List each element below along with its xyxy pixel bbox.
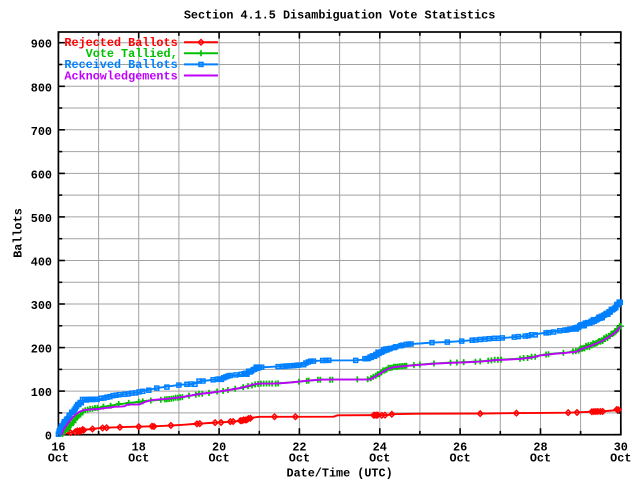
svg-text:30: 30 [614, 441, 628, 455]
svg-text:200: 200 [31, 343, 52, 357]
svg-text:Ballots: Ballots [12, 208, 26, 258]
svg-text:20: 20 [212, 441, 226, 455]
svg-text:100: 100 [31, 386, 52, 400]
svg-text:28: 28 [533, 441, 547, 455]
svg-text:900: 900 [31, 38, 52, 52]
svg-text:600: 600 [31, 168, 52, 182]
svg-text:18: 18 [132, 441, 146, 455]
svg-text:16: 16 [51, 441, 65, 455]
svg-text:300: 300 [31, 299, 52, 313]
svg-text:Rejected Ballots: Rejected Ballots [64, 36, 177, 50]
svg-text:Received Ballots: Received Ballots [64, 58, 177, 72]
svg-text:Vote Tallied,: Vote Tallied, [86, 47, 178, 61]
svg-text:Oct: Oct [449, 452, 470, 466]
svg-text:Date/Time (UTC): Date/Time (UTC) [286, 466, 392, 480]
svg-text:26: 26 [453, 441, 467, 455]
svg-text:Acknowledgements: Acknowledgements [64, 69, 177, 83]
svg-text:Oct: Oct [289, 452, 310, 466]
svg-text:Section 4.1.5 Disambiguation V: Section 4.1.5 Disambiguation Vote Statis… [184, 9, 496, 23]
svg-text:Oct: Oct [530, 452, 551, 466]
svg-text:500: 500 [31, 212, 52, 226]
svg-text:700: 700 [31, 125, 52, 139]
svg-text:800: 800 [31, 81, 52, 95]
svg-text:Oct: Oct [128, 452, 149, 466]
svg-text:Oct: Oct [48, 452, 69, 466]
svg-text:24: 24 [373, 441, 387, 455]
svg-text:22: 22 [292, 441, 306, 455]
svg-text:Oct: Oct [610, 452, 631, 466]
svg-text:0: 0 [45, 430, 52, 444]
svg-text:400: 400 [31, 255, 52, 269]
svg-text:Oct: Oct [208, 452, 229, 466]
svg-text:Oct: Oct [369, 452, 390, 466]
